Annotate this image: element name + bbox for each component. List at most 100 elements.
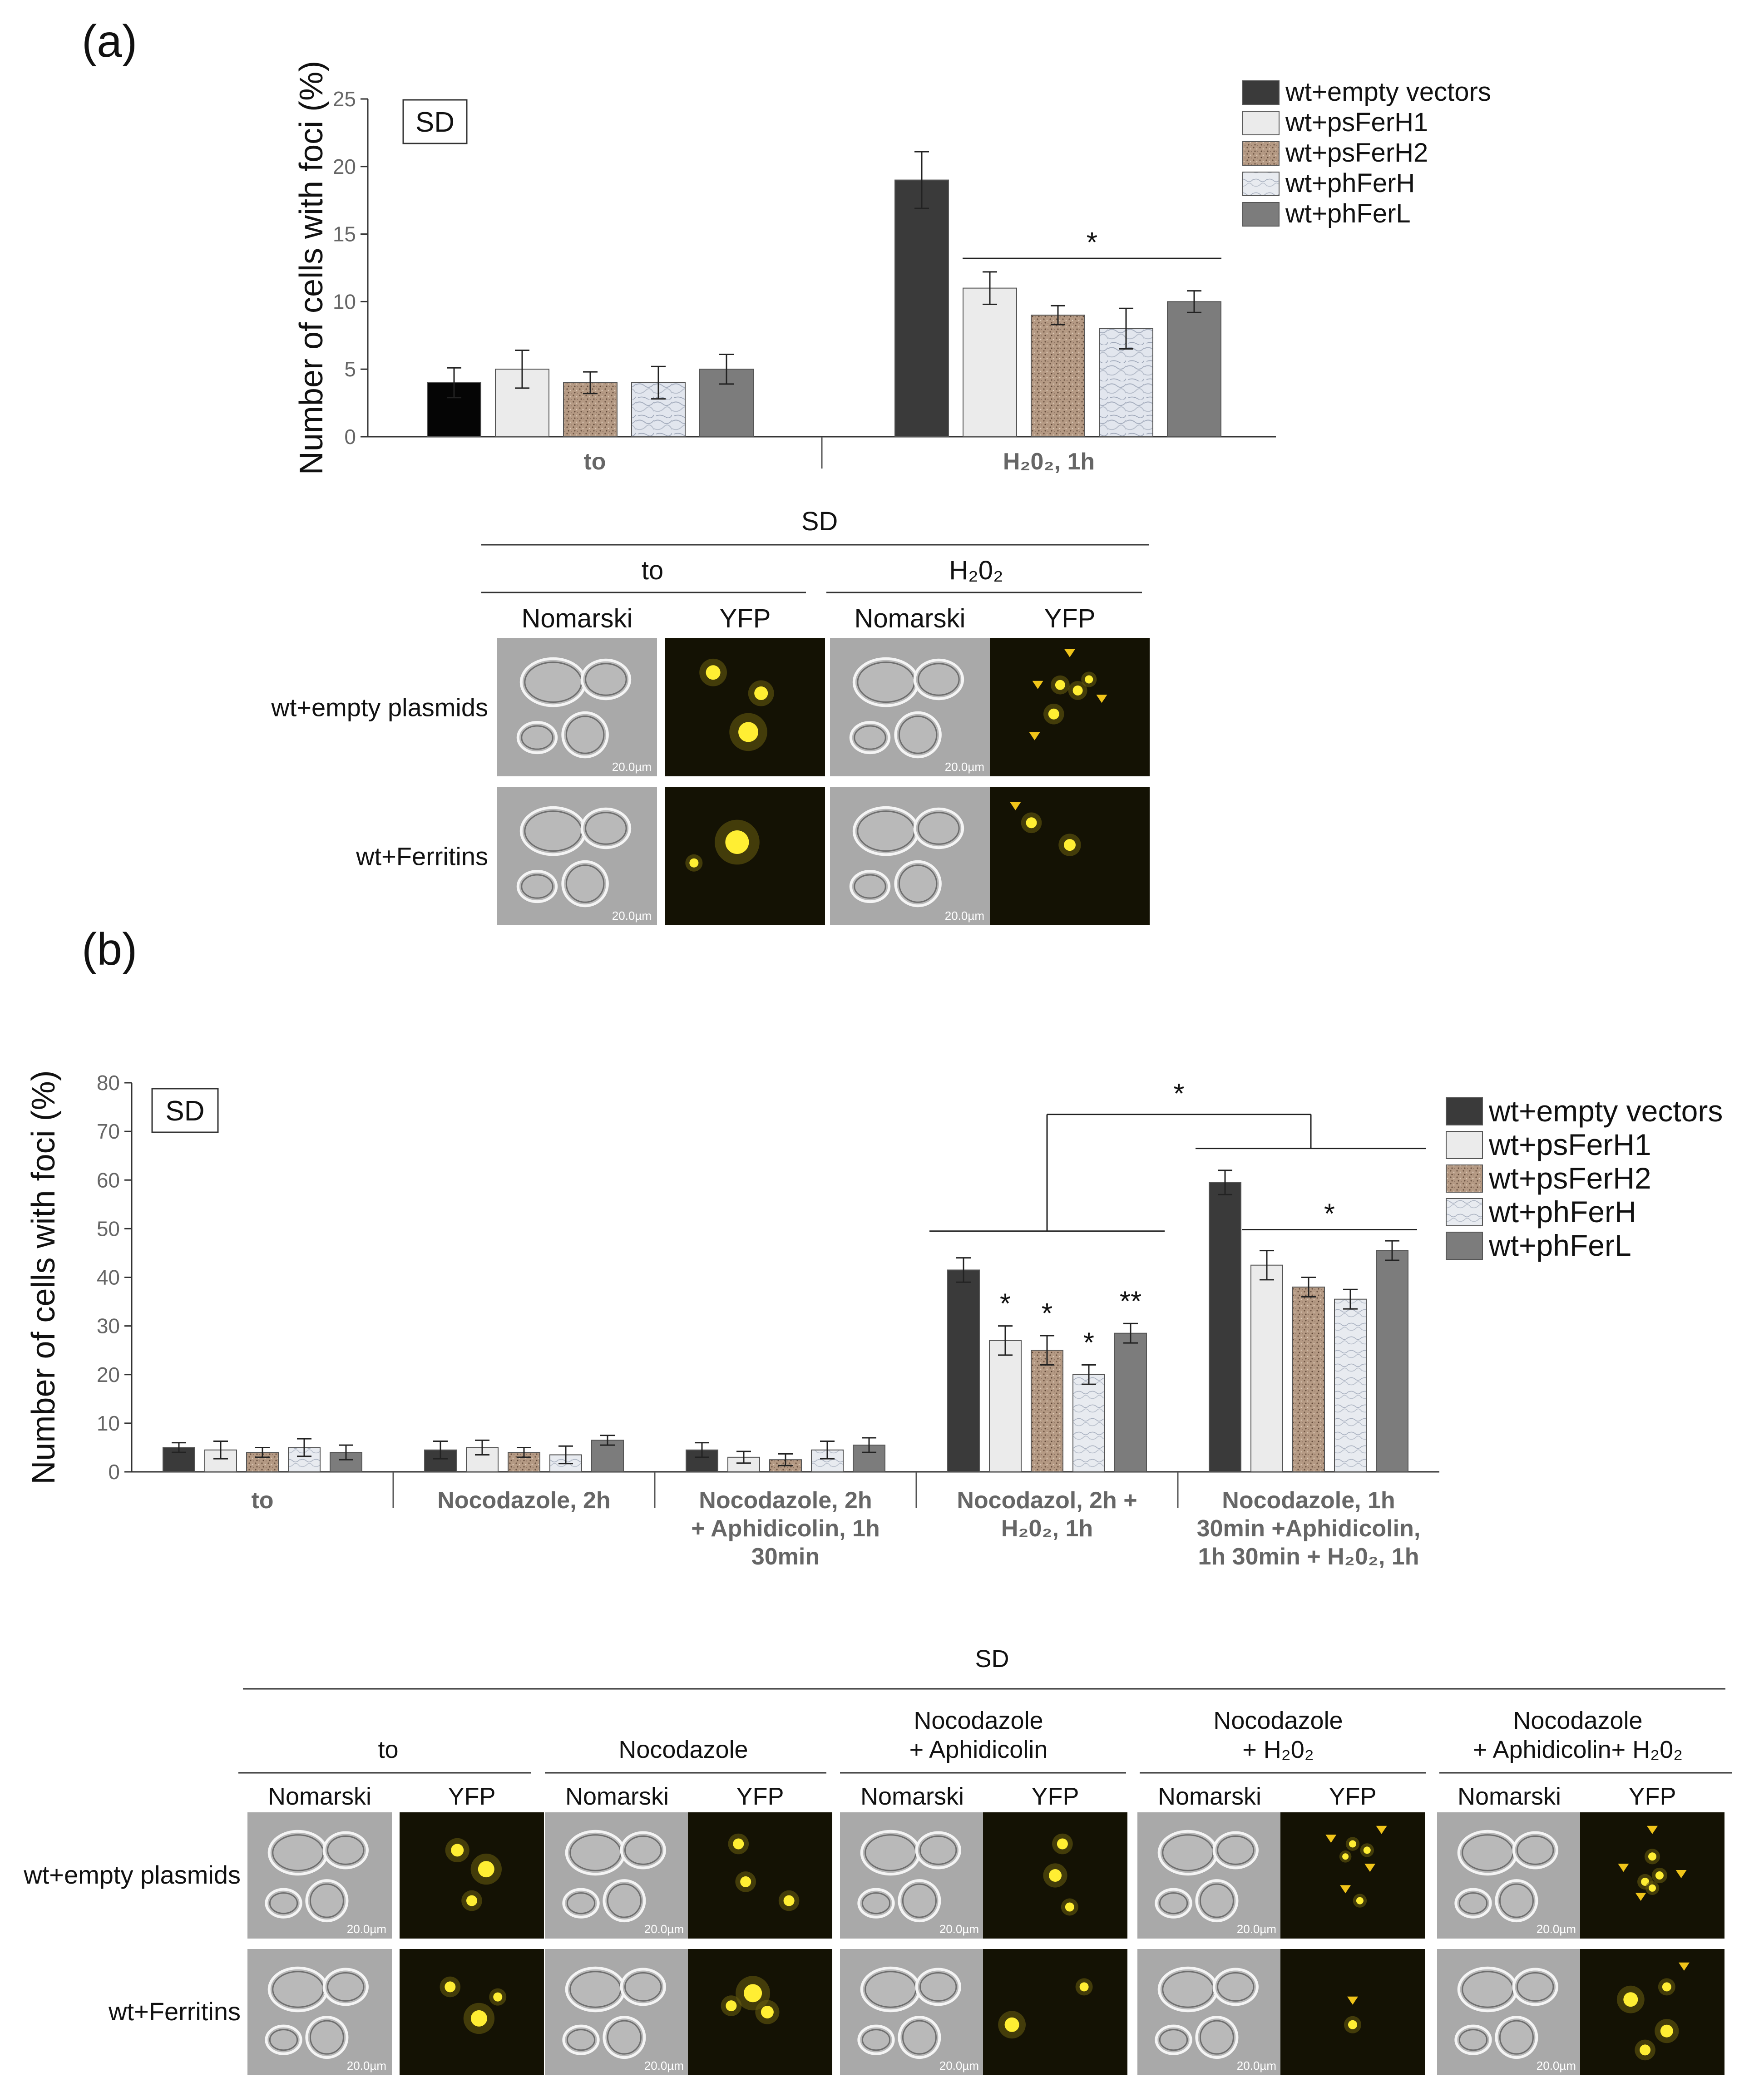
legend-swatch [1242,80,1280,105]
scale-bar-label: 20.0µm [644,2059,684,2072]
yfp-image [400,1812,544,1939]
cell-outline [1155,1888,1192,1919]
arrowhead-icon [1032,681,1043,689]
yfp-focus [1348,2020,1357,2029]
cell-inner [919,1972,957,2002]
cell-inner [269,2029,298,2051]
yfp-image [990,638,1150,776]
cell-outline [1155,2024,1192,2055]
arrowhead-icon [1635,1893,1646,1901]
micrograph-title: SD [801,507,838,536]
cell-inner [861,1892,891,1914]
scale-bar-label: 20.0µm [945,909,984,923]
cell-outline [915,1831,961,1870]
micrograph-panel-a: SD to H₂0₂ Nomarski YFP Nomarski YFP wt+empty p… [271,507,1150,925]
cell-outline [516,721,558,755]
cell-outline [267,1830,328,1876]
scale-bar-label: 20.0µm [1237,1922,1276,1936]
column-label: Nomarski [522,604,633,633]
cell-outline [1512,1831,1558,1870]
cell-outline [1454,2024,1492,2055]
y-tick-label: 10 [97,1411,120,1435]
y-tick-label: 0 [344,425,356,449]
yfp-image [1580,1812,1724,1939]
scale-bar-label: 20.0µm [612,909,652,923]
yfp-image [688,1949,832,2075]
significance-star: * [1087,227,1097,258]
group-label: Nocodazole [914,1707,1043,1734]
scale-bar-label: 20.0µm [1237,2059,1276,2072]
yfp-image [1580,1949,1724,2075]
yfp-focus [1649,1884,1656,1892]
nomarski-image: 20.0µm [497,787,657,925]
yfp-focus [754,686,768,700]
yfp-focus [470,2010,487,2027]
scale-bar-label: 20.0µm [939,1922,979,1936]
yfp-focus [1640,2044,1651,2056]
yfp-image [688,1812,832,1939]
legend-label: wt+empty vectors [1488,1094,1723,1128]
yfp-focus [744,1984,762,2003]
cell-inner [269,1892,298,1914]
scale-bar-label: 20.0µm [939,2059,979,2072]
cell-inner [585,812,627,845]
significance-star: * [1000,1288,1011,1320]
y-tick-label: 70 [97,1120,120,1143]
yfp-focus [466,1895,477,1906]
bar [989,1340,1022,1472]
cell-outline [516,870,558,903]
cell-outline [1512,1968,1558,2006]
cell-outline [322,1968,369,2006]
legend-swatch [1446,1131,1483,1159]
legend-swatch [1242,172,1280,196]
cell-outline [1195,1879,1239,1923]
cell-inner [1517,1972,1554,2002]
sd-box-label: SD [415,107,455,138]
cell-outline [580,658,632,701]
arrowhead-icon [1010,802,1021,810]
legend-label: wt+psFerH1 [1488,1128,1651,1161]
cell-inner [585,663,627,696]
yfp-focus [1026,817,1037,829]
cell-outline [305,2016,349,2059]
cell-inner [918,812,960,845]
panel-label-b: (b) [82,924,137,975]
cell-inner [854,874,886,899]
y-tick-label: 15 [333,222,356,246]
cell-inner [607,2020,642,2055]
significance-star: * [1173,1078,1184,1110]
cell-outline [1195,2016,1239,2059]
yfp-focus [761,2006,774,2018]
yfp-focus [740,1876,751,1887]
cell-inner [521,725,553,750]
nomarski-image: 20.0µm [545,1812,689,1939]
legend-label: wt+psFerH1 [1285,108,1428,137]
legend-label: wt+empty vectors [1285,77,1491,107]
cell-outline [857,2024,895,2055]
legend-swatch [1446,1198,1483,1226]
cell-inner [309,1883,344,1918]
cell-outline [580,807,632,849]
bar [963,287,1017,437]
panel-label-a: (a) [82,16,137,67]
bar [1031,315,1085,437]
category-label: Nocodazole, 1h [1222,1487,1395,1514]
cell-inner [327,1835,365,1865]
column-label: Nomarski [565,1783,669,1810]
significance-star: * [1324,1199,1335,1230]
cell-inner [1499,1883,1534,1918]
cell-outline [620,1968,666,2006]
nomarski-image: 20.0µm [1137,1949,1282,2075]
cell-outline [915,1968,961,2006]
yfp-focus [1342,1853,1349,1860]
yfp-focus [1085,675,1093,684]
cell-outline [519,806,587,856]
category-label: 30min +Aphidicolin, [1197,1515,1421,1542]
yfp-bg [1280,1812,1425,1939]
group-label: Nocodazole [1213,1707,1343,1734]
cell-inner [898,864,938,903]
yfp-focus [1055,680,1065,690]
legend-swatch [1242,141,1280,166]
category-label: H₂0₂, 1h [1003,449,1095,475]
yfp-focus [1655,1871,1664,1880]
